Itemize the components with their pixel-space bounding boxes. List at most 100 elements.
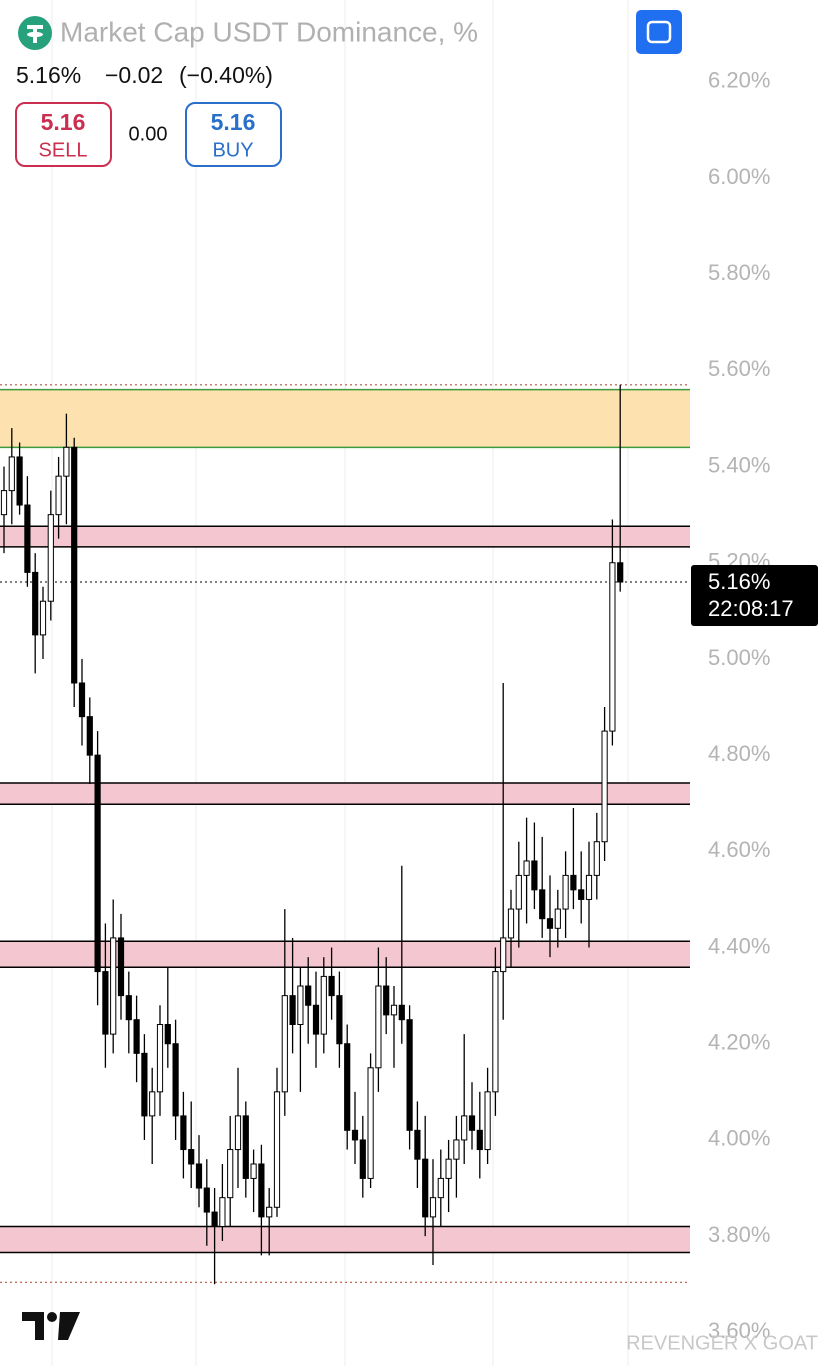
plot: 3.60% 3.80% 4.00% 4.20% 4.40% 4.60% 4.80% 5.00%… (0, 68, 770, 1343)
candle-body (351, 1129, 359, 1141)
candle-body (523, 860, 530, 876)
candle-body (570, 874, 577, 891)
candle-body (297, 985, 304, 1025)
candle-body (312, 1004, 320, 1035)
candle-body (71, 446, 78, 684)
buy-label: BUY (212, 139, 253, 161)
y-tick-label: 5.00% (708, 645, 770, 670)
candle-body (86, 716, 93, 756)
candle-body (133, 1019, 140, 1054)
candle-body (546, 918, 554, 929)
tv-logo (22, 1312, 80, 1340)
candle-body (562, 874, 569, 910)
candle-body (110, 937, 117, 1035)
candle-body (47, 514, 54, 602)
y-tick-label: 5.60% (708, 356, 770, 381)
candle-body (219, 1197, 226, 1228)
candle-body (468, 1115, 476, 1131)
candle-body (484, 1091, 491, 1151)
candle-body (609, 562, 616, 732)
candle-body (445, 1158, 452, 1179)
candle-body (375, 985, 382, 1069)
candle-body (305, 985, 312, 1006)
candle-body (500, 937, 507, 973)
candle-body (383, 985, 390, 1016)
sell-label: SELL (39, 139, 88, 161)
candle-body (406, 1019, 413, 1131)
candle-body (344, 1043, 351, 1131)
candle-body (273, 1091, 281, 1208)
y-tick-label: 5.40% (708, 452, 770, 477)
candle-body (515, 874, 522, 910)
candle-body (32, 571, 39, 636)
fullscreen-button[interactable] (636, 10, 682, 54)
zone (0, 526, 690, 547)
candle-body (320, 975, 327, 1035)
candle-body (492, 971, 499, 1093)
candle-body (281, 995, 288, 1093)
last-value: 5.16% (16, 62, 81, 88)
candle-body (63, 446, 70, 477)
candle-body (414, 1129, 421, 1160)
candle-body (539, 889, 546, 920)
y-tick-label: 4.20% (708, 1030, 770, 1055)
candle-body (94, 754, 101, 973)
candle-body (422, 1158, 429, 1218)
y-tick-label: 6.00% (708, 164, 770, 189)
candle-body (211, 1211, 218, 1228)
candle-body (398, 1004, 405, 1021)
candle-body (102, 971, 109, 1035)
logo-mark (27, 25, 43, 43)
candle-body (266, 1206, 273, 1218)
candle-body (593, 841, 600, 876)
change-percent: (−0.40%) (179, 62, 273, 88)
spread: 0.00 (129, 123, 168, 145)
candle-body (125, 995, 132, 1021)
candle-body (390, 1004, 398, 1016)
change: −0.02 (105, 62, 163, 88)
candle-body (39, 600, 47, 636)
candle-body (437, 1177, 444, 1199)
watermark: REVENGER X GOAT (626, 1332, 818, 1354)
candle-body (180, 1115, 187, 1151)
buy-button[interactable] (185, 102, 282, 167)
candle-body (78, 682, 86, 718)
price-tag-countdown: 22:08:17 (708, 596, 794, 621)
header: Market Cap USDT Dominance, % 5.16% −0.02… (15, 10, 682, 167)
y-tick-label: 4.60% (708, 837, 770, 862)
y-tick-label: 3.60% (708, 1318, 770, 1343)
sell-button[interactable] (15, 102, 112, 167)
candle-body (531, 860, 538, 891)
candle-body (227, 1149, 234, 1199)
candle-body (258, 1163, 265, 1218)
candle-body (554, 908, 561, 929)
candle-body (578, 889, 585, 900)
candle-body (359, 1139, 366, 1179)
y-tick-label: 6.20% (708, 68, 770, 93)
candle-body (203, 1187, 210, 1213)
candle-body (16, 456, 23, 506)
candle-body (476, 1129, 483, 1151)
candle-body (453, 1139, 460, 1160)
y-tick-label: 4.00% (708, 1126, 770, 1151)
candle-body (429, 1197, 437, 1218)
y-tick-label: 3.80% (708, 1222, 770, 1247)
candle-body (8, 456, 15, 492)
zone (0, 1226, 690, 1253)
title: Market Cap USDT Dominance, % (60, 16, 478, 47)
candle-body (234, 1115, 242, 1151)
y-tick-label: 4.40% (708, 933, 770, 958)
candle-body (55, 475, 62, 516)
candle-body (367, 1067, 374, 1179)
candle-body (117, 937, 125, 997)
candle-body (242, 1115, 249, 1179)
candle-body (601, 730, 608, 843)
candle-body (149, 1091, 156, 1117)
buy-price: 5.16 (211, 109, 256, 135)
fullscreen-icon (646, 20, 672, 44)
candle-body (507, 908, 515, 939)
y-tick-label: 5.80% (708, 260, 770, 285)
candle-body (164, 1024, 171, 1045)
sell-price: 5.16 (41, 109, 86, 135)
